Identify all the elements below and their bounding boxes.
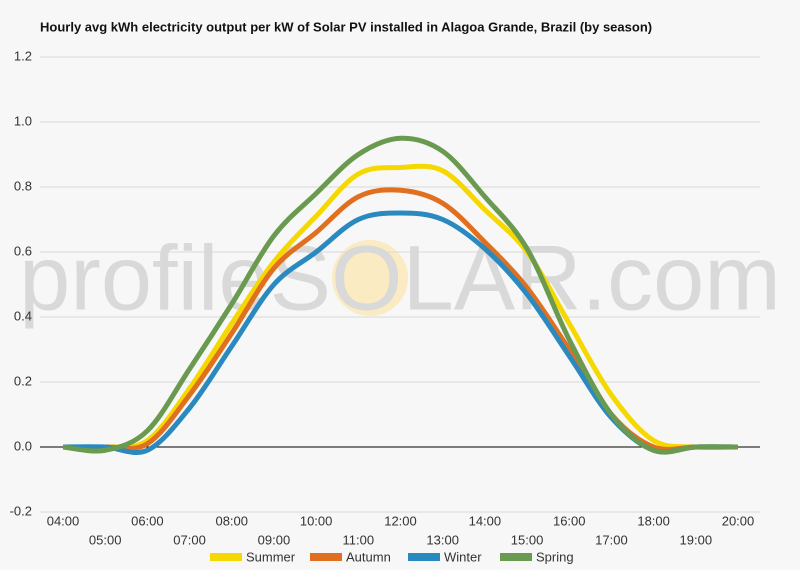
x-tick-label: 15:00 — [511, 532, 544, 547]
series-line — [62, 163, 739, 450]
x-tick-label: 10:00 — [300, 513, 333, 528]
y-tick-label: -0.2 — [10, 503, 32, 518]
chart-title: Hourly avg kWh electricity output per kW… — [40, 19, 652, 34]
legend-label: Autumn — [346, 549, 391, 564]
x-tick-label: 05:00 — [89, 532, 122, 547]
x-tick-label: 07:00 — [173, 532, 206, 547]
y-tick-label: 0.2 — [14, 373, 32, 388]
x-tick-label: 16:00 — [553, 513, 586, 528]
watermark-sun — [332, 240, 408, 316]
x-tick-label: 13:00 — [426, 532, 459, 547]
x-tick-label: 08:00 — [215, 513, 248, 528]
legend-label: Summer — [246, 549, 296, 564]
y-tick-label: 1.2 — [14, 48, 32, 63]
legend-label: Winter — [444, 549, 482, 564]
legend-swatch — [500, 553, 532, 561]
x-tick-label: 19:00 — [680, 532, 713, 547]
x-tick-label: 20:00 — [722, 513, 755, 528]
legend-swatch — [310, 553, 342, 561]
x-tick-label: 04:00 — [47, 513, 80, 528]
y-tick-label: 0.4 — [14, 308, 32, 323]
x-tick-label: 09:00 — [258, 532, 291, 547]
x-tick-label: 12:00 — [384, 513, 417, 528]
y-tick-label: 0.6 — [14, 243, 32, 258]
y-tick-label: 0.0 — [14, 438, 32, 453]
legend-swatch — [210, 553, 242, 561]
series-line — [62, 135, 739, 455]
legend-swatch — [408, 553, 440, 561]
y-tick-label: 1.0 — [14, 113, 32, 128]
x-tick-label: 18:00 — [637, 513, 670, 528]
x-tick-label: 11:00 — [343, 532, 375, 547]
watermark: profileSOLAR.com — [19, 227, 781, 329]
x-tick-label: 14:00 — [469, 513, 502, 528]
legend-label: Spring — [536, 549, 574, 564]
y-tick-label: 0.8 — [14, 178, 32, 193]
x-tick-label: 06:00 — [131, 513, 164, 528]
x-tick-label: 17:00 — [595, 532, 628, 547]
